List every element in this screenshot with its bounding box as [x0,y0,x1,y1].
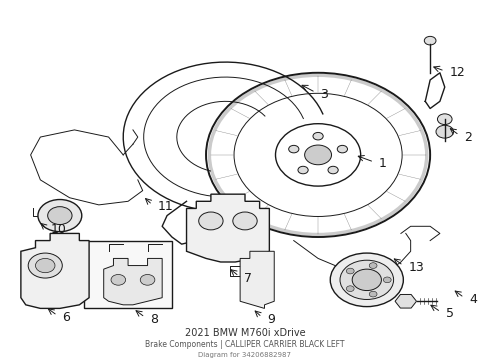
Circle shape [28,253,62,278]
Circle shape [111,274,125,285]
Text: 12: 12 [450,66,465,79]
Circle shape [383,277,391,283]
Circle shape [35,258,55,273]
Polygon shape [21,233,89,309]
Circle shape [330,253,403,307]
Text: 5: 5 [446,307,454,320]
Text: 13: 13 [408,261,424,274]
Text: 7: 7 [244,271,252,284]
Circle shape [438,114,452,125]
Polygon shape [187,194,270,262]
Circle shape [346,286,354,292]
Text: 3: 3 [320,88,328,101]
Circle shape [38,199,82,231]
Circle shape [369,291,377,297]
Circle shape [369,263,377,269]
Text: Diagram for 34206882987: Diagram for 34206882987 [198,352,292,358]
Circle shape [305,145,332,165]
Circle shape [298,166,308,174]
Bar [84,240,172,309]
Circle shape [140,274,155,285]
Circle shape [424,36,436,45]
Circle shape [352,269,381,291]
Circle shape [436,125,454,138]
Circle shape [313,132,323,140]
Text: 4: 4 [469,293,477,306]
Text: Brake Components | CALLIPER CARRIER BLACK LEFT: Brake Components | CALLIPER CARRIER BLAC… [145,339,345,348]
Polygon shape [104,258,162,305]
Circle shape [346,268,354,274]
Circle shape [328,166,338,174]
Text: 8: 8 [150,312,158,325]
Circle shape [233,212,257,230]
Polygon shape [240,251,274,309]
Circle shape [199,212,223,230]
Text: 10: 10 [51,223,67,237]
Circle shape [48,207,72,225]
Text: 11: 11 [157,200,173,213]
Circle shape [340,260,393,300]
Text: 9: 9 [267,312,275,325]
Text: 6: 6 [62,311,70,324]
Text: 2021 BMW M760i xDrive: 2021 BMW M760i xDrive [185,328,305,338]
Text: 1: 1 [379,157,387,170]
Circle shape [337,145,347,153]
Text: 2: 2 [464,131,472,144]
Polygon shape [395,294,416,308]
Circle shape [289,145,299,153]
